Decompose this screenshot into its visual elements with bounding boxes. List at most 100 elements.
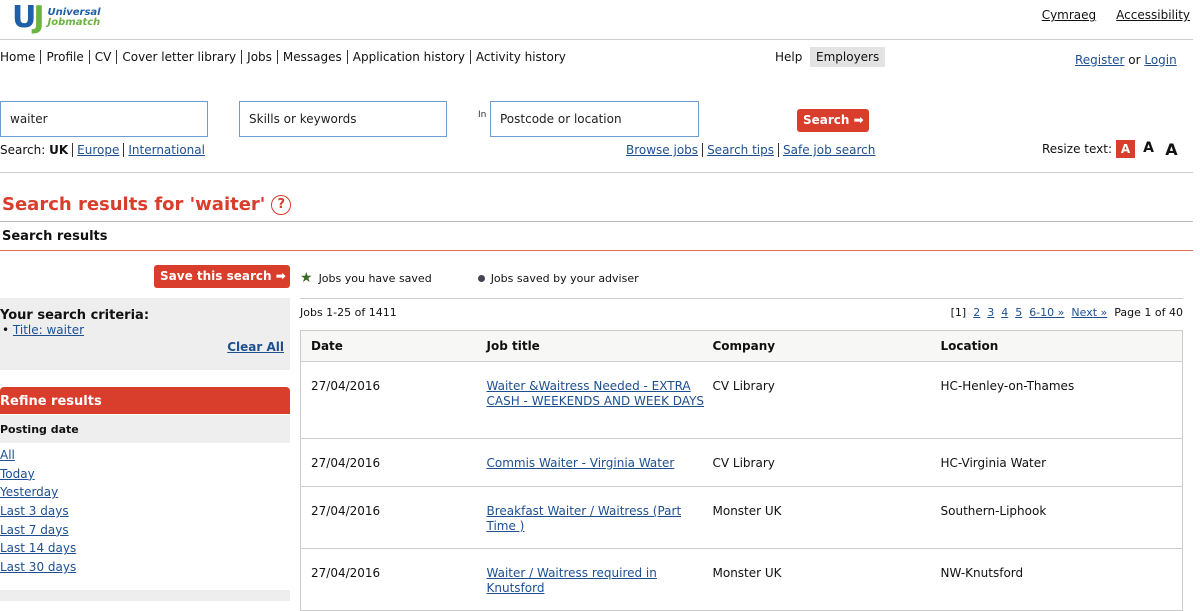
- job-title-link[interactable]: Commis Waiter - Virginia Water: [486, 456, 675, 470]
- job-company: Monster UK: [712, 486, 941, 549]
- search-criteria-panel: Your search criteria: • Title: waiter Cl…: [0, 298, 290, 370]
- in-label: In: [478, 110, 487, 120]
- col-company: Company: [712, 330, 941, 362]
- scope-europe[interactable]: Europe: [77, 143, 120, 157]
- nav-cover-letter-library[interactable]: Cover letter library: [116, 50, 241, 64]
- divider: [300, 298, 1183, 299]
- job-title-link[interactable]: Waiter &Waitress Needed - EXTRA CASH - W…: [486, 379, 705, 408]
- page-current: [1]: [950, 306, 967, 319]
- job-company: CV Library: [712, 361, 941, 439]
- sidebar-panel: [0, 590, 290, 601]
- text-size-small[interactable]: A: [1116, 140, 1135, 158]
- safe-job-search-link[interactable]: Safe job search: [783, 143, 876, 157]
- search-tips-link[interactable]: Search tips: [707, 143, 775, 157]
- text-size-large[interactable]: A: [1165, 140, 1178, 159]
- nav-activity-history[interactable]: Activity history: [469, 50, 571, 64]
- job-title-link[interactable]: Waiter / Waitress required in Knutsford: [486, 566, 657, 595]
- location-input[interactable]: Postcode or location: [490, 101, 699, 137]
- divider: [0, 250, 1193, 251]
- table-row: 27/04/2016 Waiter &Waitress Needed - EXT…: [300, 361, 1183, 439]
- dot-icon: [477, 274, 485, 282]
- job-location: Southern-Liphook: [940, 486, 1183, 549]
- table-row: 27/04/2016 Waiter / Waitress required in…: [300, 548, 1183, 611]
- results-count: Jobs 1-25 of 1411: [300, 306, 397, 319]
- logo[interactable]: UJ Universal Jobmatch: [12, 0, 101, 35]
- date-filter-3-days[interactable]: Last 3 days: [0, 504, 69, 519]
- table-header: Date Job title Company Location: [300, 330, 1183, 362]
- nav-jobs[interactable]: Jobs: [241, 50, 277, 64]
- help-link[interactable]: Help: [775, 50, 803, 64]
- nav-cv[interactable]: CV: [88, 50, 117, 64]
- job-date: 27/04/2016: [300, 548, 487, 611]
- text-size-medium[interactable]: A: [1143, 140, 1154, 156]
- logo-line2: Jobmatch: [47, 17, 101, 28]
- page-3[interactable]: 3: [987, 306, 995, 319]
- scope-uk: UK: [49, 143, 69, 157]
- results-table: Date Job title Company Location 27/04/20…: [300, 330, 1183, 611]
- skills-input[interactable]: Skills or keywords: [239, 101, 447, 137]
- login-link[interactable]: Login: [1144, 53, 1177, 67]
- refine-header: Refine results: [0, 387, 290, 414]
- table-row: 27/04/2016 Breakfast Waiter / Waitress (…: [300, 486, 1183, 549]
- employers-link[interactable]: Employers: [810, 47, 886, 67]
- date-filter-all[interactable]: All: [0, 448, 15, 462]
- help-icon[interactable]: ?: [271, 195, 292, 215]
- nav-application-history[interactable]: Application history: [346, 50, 470, 64]
- legend-adviser: Jobs saved by your adviser: [490, 271, 639, 285]
- logo-mark: UJ: [12, 0, 45, 35]
- job-date: 27/04/2016: [300, 438, 487, 487]
- job-date: 27/04/2016: [300, 486, 487, 549]
- nav-messages[interactable]: Messages: [276, 50, 347, 64]
- col-location: Location: [940, 330, 1183, 362]
- save-search-button[interactable]: Save this search ➡: [154, 265, 290, 288]
- main-nav: Home Profile CV Cover letter library Job…: [0, 50, 571, 64]
- search-button[interactable]: Search ➡: [797, 109, 869, 132]
- date-filter-yesterday[interactable]: Yesterday: [0, 485, 59, 500]
- accessibility-link[interactable]: Accessibility: [1116, 8, 1190, 22]
- divider: [0, 39, 1193, 40]
- page-5[interactable]: 5: [1015, 306, 1023, 319]
- job-title-input[interactable]: waiter: [0, 101, 208, 137]
- nav-home[interactable]: Home: [0, 50, 36, 64]
- page-6-10[interactable]: 6-10 »: [1029, 306, 1065, 319]
- section-title: Search results: [2, 229, 108, 244]
- job-title-link[interactable]: Breakfast Waiter / Waitress (Part Time ): [486, 504, 682, 533]
- job-company: Monster UK: [712, 548, 941, 611]
- date-filter-30-days[interactable]: Last 30 days: [0, 560, 77, 575]
- next-page[interactable]: Next »: [1071, 306, 1108, 319]
- date-filter-today[interactable]: Today: [0, 466, 35, 481]
- page-title: Search results for 'waiter': [2, 194, 266, 215]
- table-row: 27/04/2016 Commis Waiter - Virginia Wate…: [300, 438, 1183, 487]
- job-date: 27/04/2016: [300, 361, 487, 439]
- pagination: [1] 2 3 4 5 6-10 » Next » Page 1 of 40: [951, 306, 1183, 319]
- date-filter-14-days[interactable]: Last 14 days: [0, 541, 77, 556]
- divider: [0, 221, 1193, 222]
- job-location: NW-Knutsford: [940, 548, 1183, 611]
- page-4[interactable]: 4: [1001, 306, 1009, 319]
- cymraeg-link[interactable]: Cymraeg: [1041, 8, 1097, 22]
- clear-all-link[interactable]: Clear All: [227, 340, 284, 354]
- criteria-title: Your search criteria:: [0, 308, 150, 323]
- scope-international[interactable]: International: [128, 143, 205, 157]
- col-job-title: Job title: [486, 330, 713, 362]
- legend-saved: Jobs you have saved: [318, 271, 432, 285]
- job-location: HC-Henley-on-Thames: [940, 361, 1183, 439]
- scope-label: Search:: [0, 143, 46, 157]
- posting-date-header: Posting date: [0, 415, 290, 443]
- posting-date-options: All Today Yesterday Last 3 days Last 7 d…: [0, 448, 76, 579]
- nav-profile[interactable]: Profile: [40, 50, 88, 64]
- resize-label: Resize text:: [1042, 142, 1112, 156]
- register-link[interactable]: Register: [1075, 53, 1125, 67]
- divider: [0, 172, 1193, 173]
- logo-line1: Universal: [47, 7, 101, 18]
- col-date: Date: [300, 330, 487, 362]
- browse-jobs-link[interactable]: Browse jobs: [626, 143, 699, 157]
- or-text: or: [1128, 53, 1141, 67]
- job-company: CV Library: [712, 438, 941, 487]
- date-filter-7-days[interactable]: Last 7 days: [0, 522, 69, 537]
- job-location: HC-Virginia Water: [940, 438, 1183, 487]
- page-of: Page 1 of 40: [1114, 306, 1183, 319]
- page-2[interactable]: 2: [973, 306, 981, 319]
- criteria-title-filter[interactable]: Title: waiter: [12, 323, 85, 337]
- star-icon: ★: [300, 270, 313, 286]
